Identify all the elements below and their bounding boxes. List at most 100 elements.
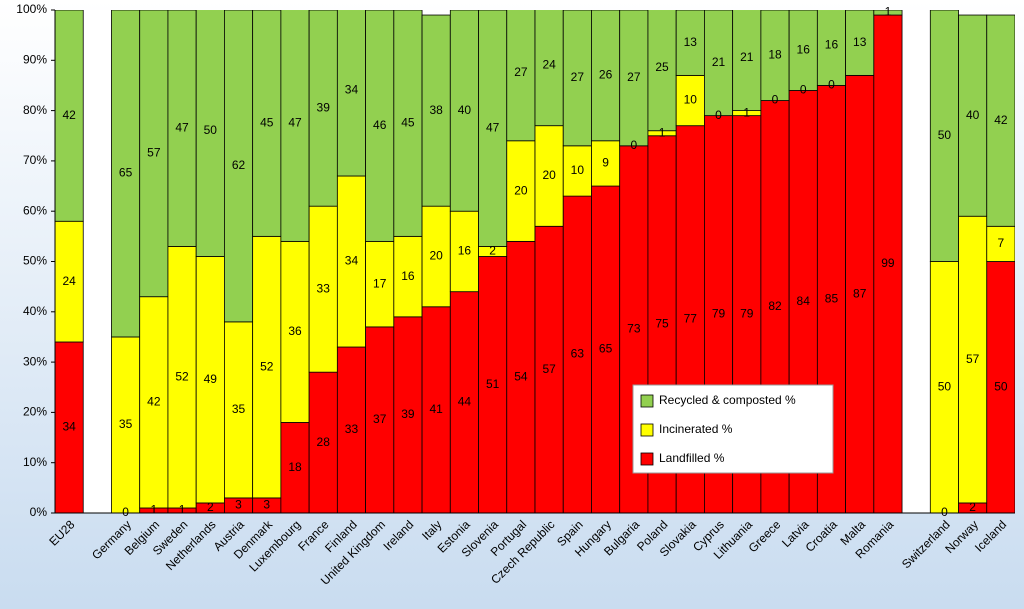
- legend-label: Incinerated %: [659, 422, 733, 436]
- bar-segment: [478, 256, 508, 513]
- value-label: 36: [288, 324, 302, 338]
- bar-segment: [449, 291, 479, 513]
- value-label: 75: [655, 317, 669, 331]
- value-label: 20: [429, 249, 443, 263]
- value-label: 77: [684, 312, 698, 326]
- value-label: 0: [828, 78, 835, 92]
- value-label: 34: [345, 83, 359, 97]
- y-tick-label: 50%: [23, 254, 47, 268]
- bar-segment: [55, 220, 84, 343]
- bar-segment: [308, 205, 338, 373]
- y-tick-label: 70%: [23, 153, 47, 167]
- value-label: 39: [317, 100, 331, 114]
- bar-segment: [336, 346, 366, 513]
- bar-segment: [308, 10, 338, 207]
- bar-segment: [562, 10, 592, 147]
- value-label: 82: [768, 299, 782, 313]
- bar-segment: [675, 74, 705, 127]
- bar-segment: [986, 14, 1015, 227]
- bar-segment: [958, 14, 988, 217]
- value-label: 34: [345, 254, 359, 268]
- plot-area: [55, 10, 1015, 513]
- value-label: 26: [599, 68, 613, 82]
- bar-segment: [873, 14, 903, 513]
- bar-segment: [421, 205, 451, 308]
- legend-swatch: [640, 423, 654, 437]
- value-label: 21: [740, 50, 754, 64]
- value-label: 44: [458, 395, 472, 409]
- value-label: 7: [998, 236, 1005, 250]
- legend-label: Recycled & composted %: [659, 393, 796, 407]
- bar-segment: [506, 140, 536, 242]
- bar-segment: [224, 321, 254, 499]
- value-label: 16: [825, 37, 839, 51]
- value-label: 34: [62, 420, 76, 434]
- value-label: 35: [119, 417, 133, 431]
- y-tick-label: 60%: [23, 203, 47, 217]
- value-label: 41: [429, 402, 443, 416]
- bar-segment: [619, 10, 649, 147]
- value-label: 1: [659, 125, 666, 139]
- value-label: 57: [966, 352, 980, 366]
- value-label: 0: [941, 505, 948, 519]
- value-label: 2: [207, 500, 214, 514]
- bar-segment: [449, 210, 479, 293]
- value-label: 9: [602, 156, 609, 170]
- value-label: 42: [62, 108, 76, 122]
- value-label: 24: [542, 58, 556, 72]
- bar-segment: [365, 240, 395, 328]
- overlay: 0%10%20%30%40%50%60%70%80%90%100%EU28342…: [16, 2, 1015, 588]
- y-tick-label: 20%: [23, 405, 47, 419]
- legend-label: Landfilled %: [659, 451, 725, 465]
- value-label: 79: [740, 306, 754, 320]
- bar-segment: [280, 422, 310, 513]
- value-label: 99: [881, 256, 895, 270]
- bar-segment: [449, 10, 479, 212]
- value-label: 79: [712, 306, 726, 320]
- value-label: 1: [743, 105, 750, 119]
- value-label: 24: [62, 274, 76, 288]
- value-label: 65: [119, 166, 133, 180]
- value-label: 27: [627, 70, 641, 84]
- bar-segment: [111, 336, 141, 513]
- value-label: 13: [684, 35, 698, 49]
- value-label: 0: [715, 108, 722, 122]
- value-label: 1: [885, 5, 892, 19]
- value-label: 52: [175, 369, 189, 383]
- value-label: 28: [317, 435, 331, 449]
- value-label: 33: [345, 422, 359, 436]
- bar-segment: [195, 10, 225, 257]
- bar-segment: [788, 10, 818, 91]
- bar-segment: [562, 145, 592, 197]
- value-label: 45: [401, 115, 415, 129]
- value-label: 54: [514, 369, 528, 383]
- bar-segment: [845, 74, 875, 513]
- value-label: 20: [514, 183, 528, 197]
- value-label: 63: [571, 347, 585, 361]
- value-label: 40: [458, 103, 472, 117]
- value-label: 62: [232, 158, 246, 172]
- value-label: 47: [175, 120, 189, 134]
- value-label: 17: [373, 276, 387, 290]
- value-label: 42: [994, 113, 1008, 127]
- value-label: 73: [627, 322, 641, 336]
- legend-swatch: [640, 452, 654, 466]
- value-label: 10: [684, 93, 698, 107]
- bar-segment: [591, 10, 621, 142]
- value-label: 2: [489, 244, 496, 258]
- value-label: 65: [599, 342, 613, 356]
- value-label: 35: [232, 402, 246, 416]
- value-label: 16: [797, 42, 811, 56]
- value-label: 84: [797, 294, 811, 308]
- value-label: 18: [288, 460, 302, 474]
- value-label: 42: [147, 395, 161, 409]
- bar-segment: [929, 261, 959, 513]
- legend-box: [632, 384, 834, 474]
- value-label: 51: [486, 377, 500, 391]
- value-label: 10: [571, 163, 585, 177]
- y-tick-label: 80%: [23, 103, 47, 117]
- value-label: 52: [260, 359, 274, 373]
- bar-segment: [308, 371, 338, 513]
- bar-segment: [958, 215, 988, 504]
